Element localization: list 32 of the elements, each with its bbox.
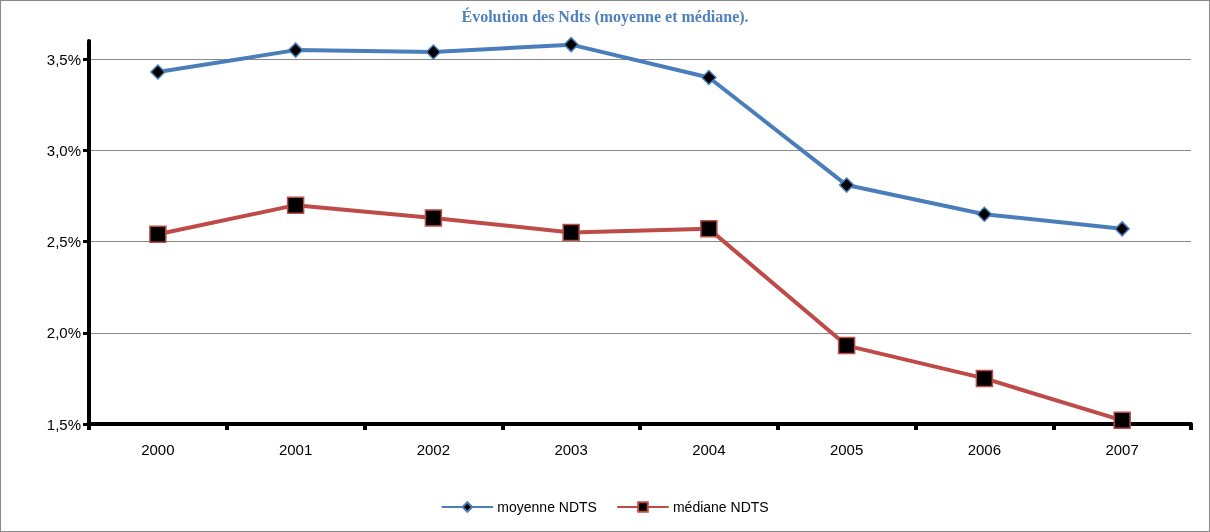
point (286, 196, 305, 214)
x-tick-label: 2004 (692, 441, 726, 458)
point (1114, 221, 1130, 237)
point (975, 369, 994, 388)
x-tick-label: 2007 (1105, 441, 1139, 458)
y-tick-label: 1,5% (46, 415, 81, 433)
x-tick-label: 2001 (278, 441, 313, 458)
point (149, 225, 167, 244)
y-tick-label: 2,0% (46, 324, 81, 342)
point (287, 42, 304, 58)
y-tick-label: 3,5% (46, 50, 81, 68)
y-tick-label: 2,5% (46, 233, 81, 251)
x-tick-label: 2006 (967, 441, 1002, 458)
x-tick-label: 2005 (829, 441, 864, 458)
point (150, 64, 166, 80)
point (701, 69, 717, 86)
chart-title: Évolution des Ndts (moyenne et médiane). (461, 6, 749, 26)
point (700, 220, 718, 238)
point (424, 209, 443, 227)
point (976, 206, 993, 223)
point (425, 44, 442, 60)
x-tick-label: 2002 (416, 441, 451, 458)
point (838, 177, 855, 193)
point (837, 336, 856, 355)
point (1113, 411, 1131, 430)
legend-label: médiane NDTS (672, 499, 769, 515)
point (562, 223, 580, 242)
x-tick-label: 2000 (141, 441, 175, 458)
point (563, 36, 579, 53)
legend-label: moyenne NDTS (497, 499, 597, 515)
y-tick-label: 3,0% (46, 141, 81, 159)
x-tick-label: 2003 (554, 441, 588, 458)
